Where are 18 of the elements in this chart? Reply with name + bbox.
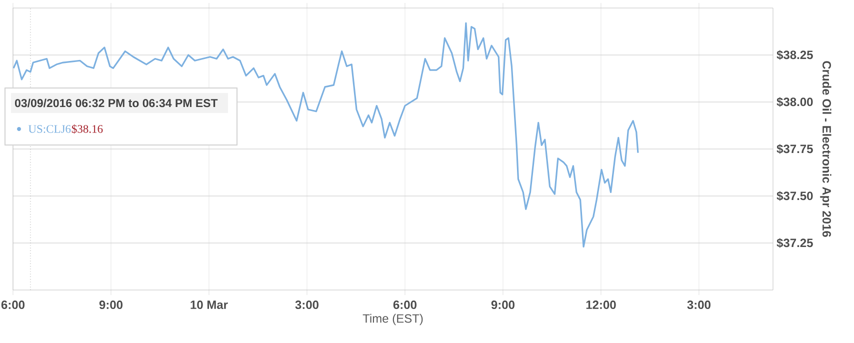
x-axis-title: Time (EST) <box>362 314 423 326</box>
y-tick-label: $38.00 <box>776 97 813 107</box>
y-axis-title: Crude Oil - Electronic Apr 2016 <box>820 61 832 237</box>
x-tick-label: 3:00 <box>295 300 318 310</box>
annotation: 03/09/2016 06:32 PM to 06:34 PM EST <box>14 98 218 108</box>
x-tick-label: 6:00 <box>1 300 25 310</box>
y-tick-label: $37.25 <box>776 238 813 248</box>
x-tick-label: 10 Mar <box>190 300 228 310</box>
y-tick-label: $37.50 <box>776 191 813 201</box>
x-tick-label: 9:00 <box>99 300 123 310</box>
annotation: US:CLJ6 <box>28 125 71 133</box>
x-tick-label: 3:00 <box>687 300 710 310</box>
x-tick-label: 6:00 <box>393 300 416 310</box>
y-tick-label: $38.25 <box>776 50 813 60</box>
y-tick-label: $37.75 <box>776 144 813 154</box>
x-tick-label: 12:00 <box>586 300 616 310</box>
x-tick-label: 9:00 <box>491 300 514 310</box>
annotation: $38.16 <box>72 124 103 134</box>
